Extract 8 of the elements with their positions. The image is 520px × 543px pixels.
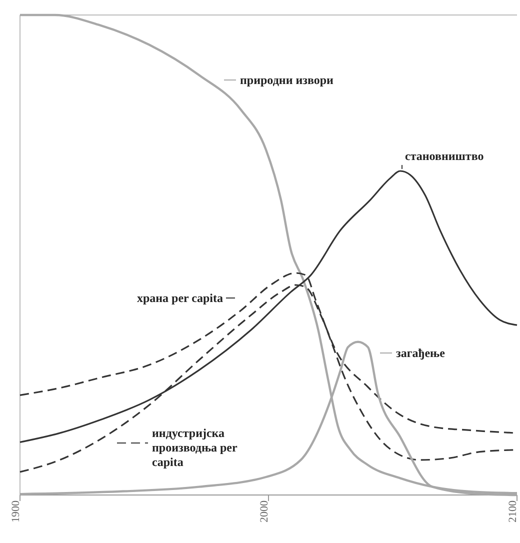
x-tick-label: 2000 xyxy=(258,500,270,522)
legend-label: природни извори xyxy=(240,73,334,87)
series-label: храна per capita xyxy=(136,291,223,305)
legend-label: загађење xyxy=(396,346,446,360)
series-label: становништво xyxy=(405,149,484,163)
x-tick-label: 2100 xyxy=(506,500,519,522)
legend-label: индустријска производња per capita xyxy=(152,426,238,469)
x-tick-label: 1900 xyxy=(10,500,22,522)
